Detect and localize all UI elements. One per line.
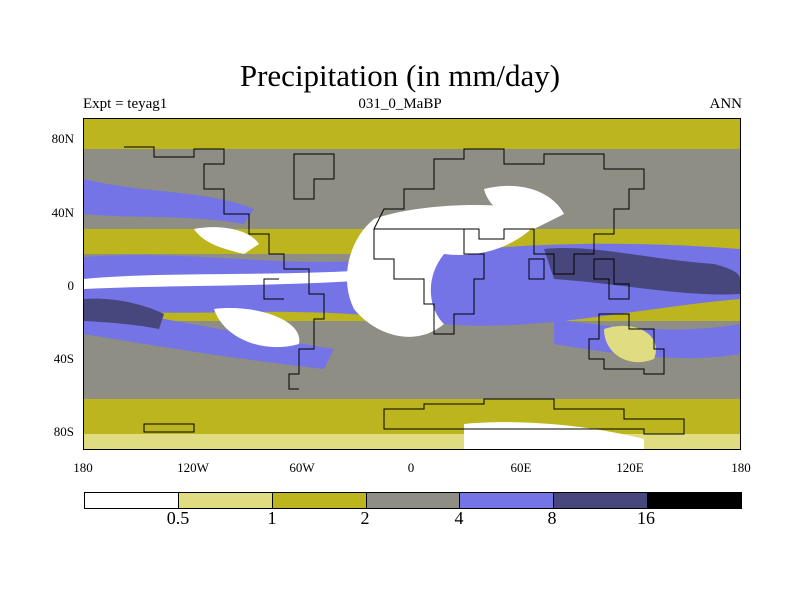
colorbar-cell-3 <box>272 493 367 508</box>
colorbar-cell-4 <box>366 493 461 508</box>
fill-dry-sahara <box>346 204 544 337</box>
coastline-australia <box>588 313 665 375</box>
lon-label-180e: 180 <box>731 460 751 475</box>
coastlines <box>124 146 685 435</box>
lon-label-60e: 60E <box>510 460 532 475</box>
coastline-greenland <box>293 153 335 200</box>
coastline-south-america <box>284 268 325 390</box>
colorbar-label-2: 2 <box>360 508 370 528</box>
lon-label-120w: 120W <box>177 460 209 475</box>
coastline-north-america <box>124 146 285 269</box>
coastline-central-america <box>263 278 284 300</box>
colorbar-label-4: 4 <box>454 508 464 528</box>
fill-8-16-warm-pool <box>544 247 740 295</box>
fill-dry-north-pacific <box>194 227 259 254</box>
coastline-india <box>528 258 545 280</box>
lat-label-40n: 40N <box>51 205 74 220</box>
colorbar-label-0-5: 0.5 <box>166 508 190 528</box>
colorbar-cell-1 <box>85 493 179 508</box>
colorbar-cell-2 <box>178 493 273 508</box>
precipitation-map <box>83 118 741 450</box>
season-label: ANN <box>709 96 743 112</box>
fill-australia <box>604 325 656 363</box>
coastline-africa <box>373 228 485 335</box>
colorbar-label-1: 1 <box>267 508 277 528</box>
lat-label-80s: 80S <box>53 424 74 439</box>
lon-label-120e: 120E <box>616 460 644 475</box>
coastline-eurasia <box>373 148 645 275</box>
lon-label-180w: 180 <box>73 460 93 475</box>
coastline-antarctic-island <box>143 423 195 433</box>
fill-4-8-north-pacific <box>84 179 254 224</box>
colorbar-label-16: 16 <box>637 508 655 528</box>
lon-label-60w: 60W <box>289 460 315 475</box>
coastline-maritime-continent <box>593 258 630 300</box>
lon-label-0: 0 <box>407 460 415 475</box>
colorbar <box>84 492 742 509</box>
fill-8-16-west-pacific <box>84 298 164 329</box>
colorbar-label-8: 8 <box>547 508 557 528</box>
band-north-polar <box>84 119 740 149</box>
lat-label-40s: 40S <box>53 351 74 366</box>
map-canvas <box>84 119 740 449</box>
colorbar-cell-6 <box>554 493 649 508</box>
colorbar-cell-5 <box>460 493 555 508</box>
lat-label-equator: 0 <box>67 278 75 293</box>
colorbar-cell-7 <box>648 493 742 508</box>
experiment-label: Expt = teyag1 <box>83 96 168 112</box>
time-period-label: 031_0_MaBP <box>358 96 442 112</box>
chart-title: Precipitation (in mm/day) <box>239 58 561 93</box>
coastline-antarctica <box>383 398 685 435</box>
fill-dry-asia <box>484 185 564 229</box>
fill-dry-south-pacific <box>214 308 300 348</box>
lat-label-80n: 80N <box>51 131 74 146</box>
